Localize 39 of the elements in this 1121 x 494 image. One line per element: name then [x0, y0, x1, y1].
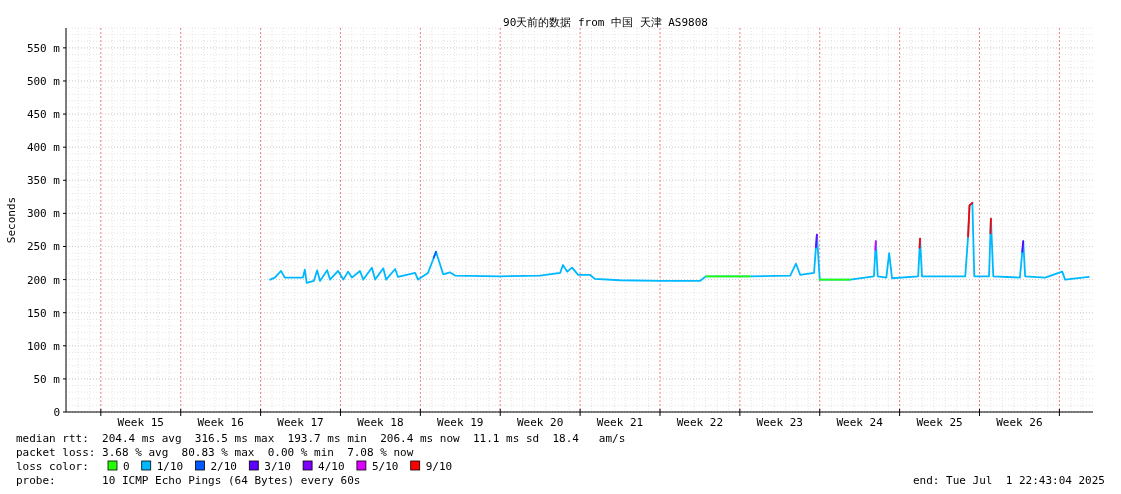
- y-tick-label: 0: [53, 406, 60, 419]
- y-axis-title: Seconds: [5, 196, 18, 244]
- x-tick-label: Week 15: [117, 416, 164, 429]
- x-tick-label: Week 25: [916, 416, 963, 429]
- legend-label: 9/10: [425, 460, 453, 473]
- legend-label: 2/10: [210, 460, 237, 473]
- x-tick-label: Week 19: [437, 416, 484, 429]
- y-tick-label: 300 m: [26, 207, 61, 221]
- chart-title: 90天前的数据 from 中国 天津 AS9808: [503, 16, 708, 29]
- y-tick-label: 550 m: [26, 41, 61, 55]
- y-tick-label: 500 m: [26, 74, 61, 88]
- legend-label: 0: [123, 460, 130, 473]
- y-tick-label: 350 m: [26, 174, 61, 188]
- legend-title: loss color:: [16, 460, 89, 473]
- y-tick-label: 250 m: [26, 240, 61, 254]
- y-tick-label: 400 m: [26, 141, 61, 155]
- y-tick-label: 50 m: [33, 372, 61, 386]
- x-tick-label: Week 20: [516, 416, 564, 429]
- text: end: Tue Jul 1 22:43:04 2025: [912, 474, 1105, 487]
- x-tick-label: Week 18: [357, 416, 404, 429]
- y-tick-label: 150 m: [26, 306, 61, 320]
- text: probe: 10 ICMP Echo Pings (64 Bytes) every 60s: [16, 474, 361, 487]
- x-tick-label: Week 24: [836, 416, 884, 429]
- y-tick-label: 100 m: [26, 339, 61, 353]
- x-tick-label: Week 16: [197, 416, 244, 429]
- x-tick-label: Week 26: [996, 416, 1043, 429]
- legend-label: 4/10: [318, 460, 345, 473]
- y-tick-label: 200 m: [26, 273, 61, 287]
- text: packet loss: 3.68 % avg 80.83 % max 0.00 % min 7.08 % now: [16, 446, 414, 459]
- x-tick-label: Week 23: [756, 416, 803, 429]
- y-tick-label: 450 m: [26, 108, 61, 122]
- text: median rtt: 204.4 ms avg 316.5 ms max 193.7 ms min 206.4 ms now 11.1 ms sd 18.4 am/s: [16, 432, 626, 445]
- x-tick-label: Week 21: [596, 416, 644, 429]
- legend-label: 3/10: [264, 460, 291, 473]
- line-series: [269, 201, 1090, 284]
- legend-label: 5/10: [371, 460, 399, 473]
- legend-label: 1/10: [156, 460, 184, 473]
- x-tick-label: Week 17: [277, 416, 324, 429]
- x-tick-label: Week 22: [676, 416, 724, 429]
